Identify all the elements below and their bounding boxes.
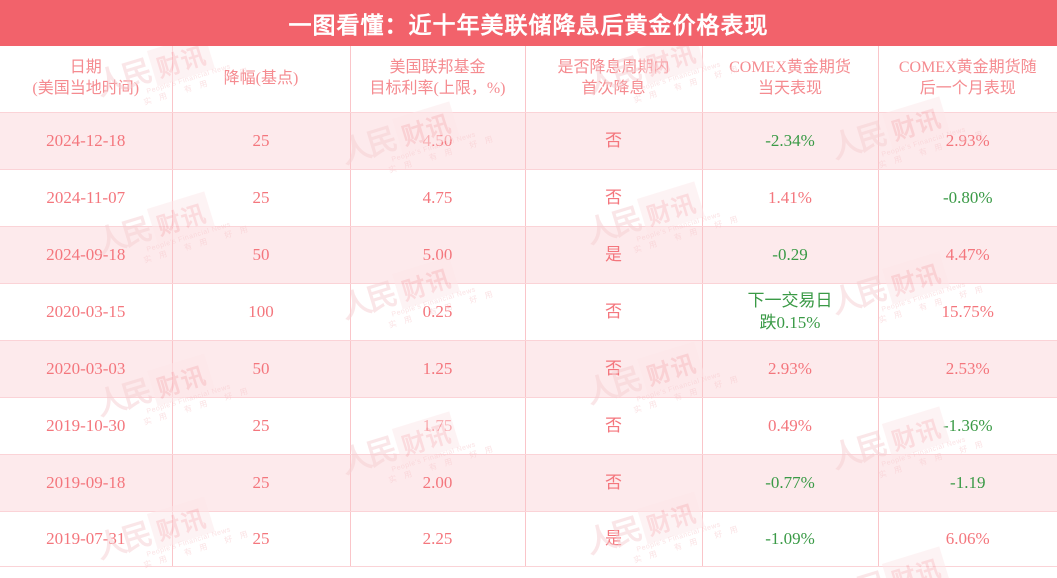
cell-same-day: -0.77% bbox=[702, 454, 879, 512]
watermark-subtitle: People's Financial News bbox=[881, 570, 989, 578]
cell-one-month: 15.75% bbox=[878, 283, 1057, 341]
table-row: 2024-11-07 25 4.75 否 1.41% -0.80% bbox=[0, 169, 1057, 227]
table-row: 2019-07-31 25 2.25 是 -1.09% 6.06% bbox=[0, 511, 1057, 567]
table-row: 2020-03-15 100 0.25 否下一交易日 跌0.15% 15.75% bbox=[0, 283, 1057, 341]
column-header-0: 日期 (美国当地时间) bbox=[0, 46, 173, 113]
cell-date: 2024-09-18 bbox=[0, 226, 173, 284]
cell-date: 2019-10-30 bbox=[0, 397, 173, 455]
column-header-line1: 降幅(基点) bbox=[223, 69, 299, 87]
title-bar: 一图看懂：近十年美联储降息后黄金价格表现 bbox=[0, 0, 1057, 46]
column-header-line1: 是否降息周期内 bbox=[557, 59, 670, 77]
cell-first-cut: 是 bbox=[525, 511, 703, 567]
cell-first-cut: 否 bbox=[525, 283, 703, 341]
column-header-4: COMEX黄金期货 当天表现 bbox=[702, 46, 879, 113]
column-header-line1: 日期 bbox=[69, 59, 102, 77]
cell-date: 2019-09-18 bbox=[0, 454, 173, 512]
cell-target-rate: 2.00 bbox=[350, 454, 526, 512]
cell-one-month: 6.06% bbox=[878, 511, 1057, 567]
column-header-line1: COMEX黄金期货随 bbox=[898, 59, 1037, 77]
cell-same-day: -1.09% bbox=[702, 511, 879, 567]
column-header-3: 是否降息周期内 首次降息 bbox=[525, 46, 703, 113]
column-header-2: 美国联邦基金目标利率(上限，%) bbox=[350, 46, 526, 113]
cell-same-day-line2: 跌0.15% bbox=[759, 313, 821, 332]
cell-one-month: 4.47% bbox=[878, 226, 1057, 284]
cell-cut-bp: 100 bbox=[172, 283, 351, 341]
table-row: 2019-09-18 25 2.00 否 -0.77% -1.19 bbox=[0, 454, 1057, 512]
cell-cut-bp: 25 bbox=[172, 169, 351, 227]
cell-target-rate: 2.25 bbox=[350, 511, 526, 567]
cell-target-rate: 0.25 bbox=[350, 283, 526, 341]
cell-first-cut: 否 bbox=[525, 397, 703, 455]
header-row: 日期 (美国当地时间) 降幅(基点) 美国联邦基金 目标利率(上限，%) 是否降息周期内首… bbox=[0, 46, 1057, 113]
column-header-line2: 当天表现 bbox=[757, 80, 822, 97]
table-container: 日期 (美国当地时间) 降幅(基点) 美国联邦基金 目标利率(上限，%) 是否降息周期内首… bbox=[0, 46, 1057, 567]
cell-same-day: 2.93% bbox=[702, 340, 879, 398]
cell-one-month: -0.80% bbox=[878, 169, 1057, 227]
cell-first-cut: 是 bbox=[525, 226, 703, 284]
cell-one-month: -1.36% bbox=[878, 397, 1057, 455]
rate-cut-gold-table: 日期 (美国当地时间) 降幅(基点) 美国联邦基金 目标利率(上限，%) 是否降息周期内首… bbox=[0, 46, 1057, 567]
cell-date: 2024-11-07 bbox=[0, 169, 173, 227]
page-title: 一图看懂：近十年美联储降息后黄金价格表现 bbox=[288, 12, 769, 38]
cell-cut-bp: 50 bbox=[172, 340, 351, 398]
cell-first-cut: 否 bbox=[525, 112, 703, 170]
cell-cut-bp: 25 bbox=[172, 397, 351, 455]
cell-same-day-line1: 下一交易日 bbox=[747, 290, 833, 310]
cell-one-month: 2.93% bbox=[878, 112, 1057, 170]
cell-same-day: 1.41% bbox=[702, 169, 879, 227]
cell-target-rate: 4.50 bbox=[350, 112, 526, 170]
cell-cut-bp: 25 bbox=[172, 454, 351, 512]
cell-cut-bp: 25 bbox=[172, 511, 351, 567]
cell-same-day: -2.34% bbox=[702, 112, 879, 170]
cell-same-day: 下一交易日跌0.15% bbox=[702, 283, 879, 341]
cell-target-rate: 1.25 bbox=[350, 340, 526, 398]
cell-same-day: -0.29 bbox=[702, 226, 879, 284]
cell-same-day: 0.49% bbox=[702, 397, 879, 455]
cell-one-month: -1.19 bbox=[878, 454, 1057, 512]
column-header-line2: (美国当地时间) bbox=[32, 80, 140, 97]
column-header-1: 降幅(基点) bbox=[172, 46, 351, 113]
cell-target-rate: 5.00 bbox=[350, 226, 526, 284]
column-header-5: COMEX黄金期货随 后一个月表现 bbox=[878, 46, 1057, 113]
column-header-line2: 首次降息 bbox=[581, 80, 646, 97]
cell-first-cut: 否 bbox=[525, 169, 703, 227]
column-header-line2: 目标利率(上限，%) bbox=[369, 80, 506, 97]
cell-target-rate: 4.75 bbox=[350, 169, 526, 227]
table-row: 2020-03-03 50 1.25 否 2.93% 2.53% bbox=[0, 340, 1057, 398]
table-row: 2024-12-18 25 4.50 否 -2.34% 2.93% bbox=[0, 112, 1057, 170]
cell-cut-bp: 50 bbox=[172, 226, 351, 284]
column-header-line1: COMEX黄金期货 bbox=[729, 59, 851, 77]
column-header-line1: 美国联邦基金 bbox=[389, 59, 486, 77]
cell-cut-bp: 25 bbox=[172, 112, 351, 170]
table-row: 2024-09-18 50 5.00 是 -0.29 4.47% bbox=[0, 226, 1057, 284]
column-header-line2: 后一个月表现 bbox=[919, 80, 1016, 97]
cell-date: 2019-07-31 bbox=[0, 511, 173, 567]
table-body: 2024-12-18 25 4.50 否 -2.34% 2.93% 2024-11-07 25… bbox=[0, 112, 1057, 567]
cell-date: 2024-12-18 bbox=[0, 112, 173, 170]
cell-date: 2020-03-03 bbox=[0, 340, 173, 398]
cell-date: 2020-03-15 bbox=[0, 283, 173, 341]
cell-first-cut: 否 bbox=[525, 454, 703, 512]
table-row: 2019-10-30 25 1.75 否 0.49% -1.36% bbox=[0, 397, 1057, 455]
cell-first-cut: 否 bbox=[525, 340, 703, 398]
cell-target-rate: 1.75 bbox=[350, 397, 526, 455]
cell-one-month: 2.53% bbox=[878, 340, 1057, 398]
table-header: 日期 (美国当地时间) 降幅(基点) 美国联邦基金 目标利率(上限，%) 是否降息周期内首… bbox=[0, 46, 1057, 113]
